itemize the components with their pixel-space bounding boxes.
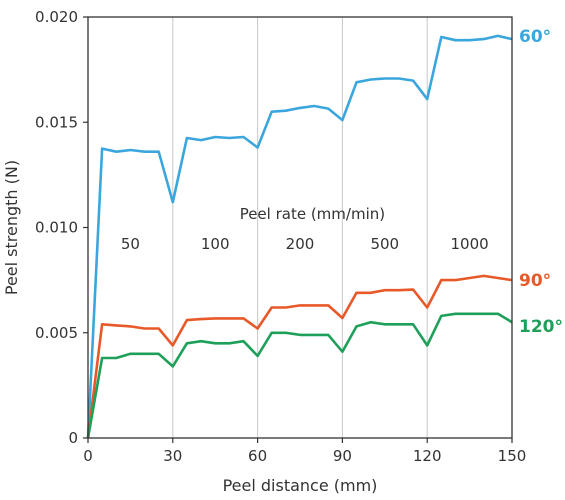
series-line-3 (86, 312, 513, 439)
series-label-2: 90° (519, 271, 551, 291)
y-tick-label: 0.005 (35, 324, 78, 342)
x-tick-label: 0 (83, 447, 93, 465)
grid-lines (172, 17, 428, 438)
x-tick-label: 150 (498, 447, 527, 465)
y-tick-label: 0.020 (35, 8, 78, 26)
x-axis-label: Peel distance (mm) (223, 476, 378, 495)
series-lines (86, 34, 513, 439)
series-line-2 (86, 274, 513, 439)
peel-rate-label: 500 (370, 235, 399, 253)
y-tick-label: 0 (68, 429, 78, 447)
plot-frame (87, 16, 513, 439)
peel-rate-label: 50 (121, 235, 140, 253)
axis-ticks: 0 30 60 90 120 150 0 0.005 0.010 0.015 0.020 (35, 8, 526, 465)
series-label-1: 60° (519, 27, 551, 47)
y-tick-label: 0.010 (35, 219, 78, 237)
peel-rate-title: Peel rate (mm/min) (240, 205, 385, 223)
x-tick-label: 120 (413, 447, 442, 465)
x-tick-label: 30 (163, 447, 182, 465)
y-axis-label: Peel strength (N) (2, 160, 21, 295)
series-line-1 (86, 34, 513, 439)
series-label-3: 120° (519, 317, 563, 337)
x-tick-label: 90 (333, 447, 352, 465)
y-tick-label: 0.015 (35, 113, 78, 131)
peel-rate-annotation: Peel rate (mm/min) 50 100 200 500 1000 (121, 205, 489, 253)
peel-rate-label: 200 (286, 235, 315, 253)
peel-rate-label: 100 (201, 235, 230, 253)
series-end-labels: 60° 90° 120° (519, 27, 563, 337)
x-tick-label: 60 (248, 447, 267, 465)
peel-rate-label: 1000 (451, 235, 489, 253)
